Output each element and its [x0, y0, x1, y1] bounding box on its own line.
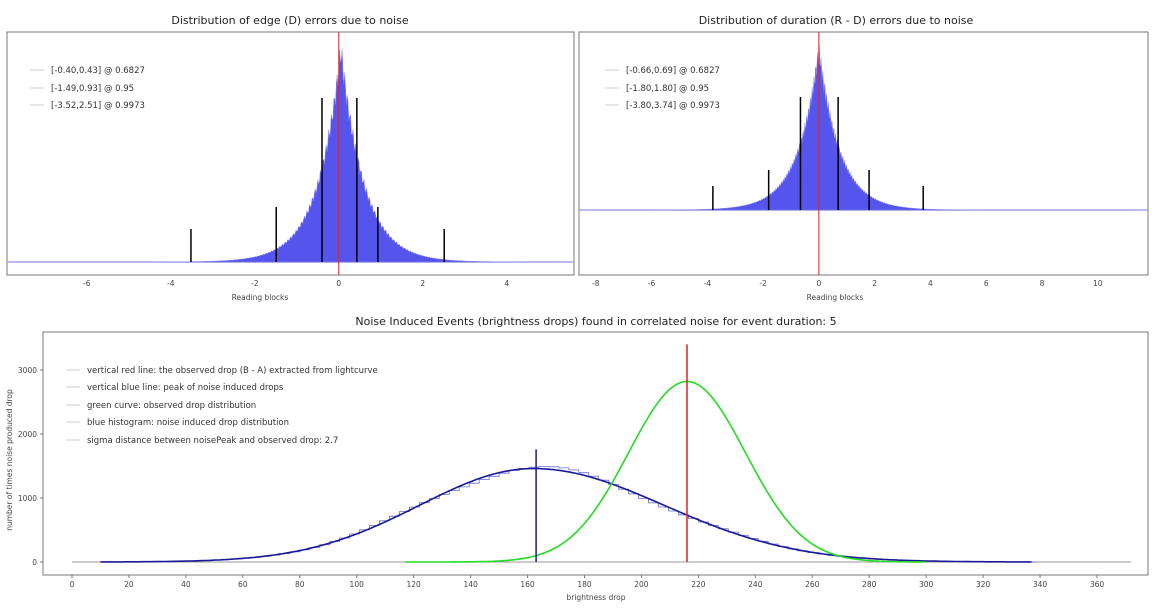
- x-tick-label: 280: [862, 580, 877, 589]
- plot-frame: [6, 31, 575, 276]
- x-tick-label: 160: [520, 580, 535, 589]
- x-tick-label: 220: [691, 580, 706, 589]
- x-tick-label: -6: [648, 279, 656, 288]
- duration-error-chart: Distribution of duration (R - D) errors …: [578, 14, 1149, 302]
- x-tick-label: 180: [577, 580, 592, 589]
- chart-title: Distribution of edge (D) errors due to n…: [171, 14, 408, 27]
- x-tick-label: -8: [592, 279, 600, 288]
- x-tick-label: 40: [181, 580, 191, 589]
- legend: vertical red line: the observed drop (B …: [66, 366, 378, 446]
- x-tick-label: 340: [1033, 580, 1048, 589]
- x-tick-label: 4: [928, 279, 933, 288]
- x-tick-label: -2: [251, 279, 259, 288]
- x-axis-label: brightness drop: [567, 593, 626, 602]
- legend-entry: green curve: observed drop distribution: [87, 401, 256, 411]
- histogram-bars: [579, 45, 1148, 211]
- legend-entry: [-3.52,2.51] @ 0.9973: [51, 101, 145, 111]
- legend-entry: blue histogram: noise induced drop distr…: [87, 418, 289, 428]
- x-tick-label: 360: [1090, 580, 1105, 589]
- x-tick-label: 240: [748, 580, 763, 589]
- x-tick-label: 0: [336, 279, 341, 288]
- x-tick-label: 20: [124, 580, 134, 589]
- edge-error-chart: Distribution of edge (D) errors due to n…: [6, 14, 575, 302]
- legend-entry: vertical blue line: peak of noise induce…: [87, 383, 284, 393]
- x-tick-label: 320: [976, 580, 991, 589]
- y-tick-label: 1000: [18, 494, 37, 503]
- histogram-bars: [7, 49, 574, 263]
- legend-entry: vertical red line: the observed drop (B …: [87, 366, 378, 376]
- x-tick-label: 0: [816, 279, 821, 288]
- y-tick-label: 3000: [18, 366, 37, 375]
- x-tick-label: 4: [504, 279, 509, 288]
- x-tick-label: 260: [805, 580, 820, 589]
- y-axis-label: number of times noise produced drop: [5, 389, 14, 531]
- x-tick-label: 2: [872, 279, 877, 288]
- x-tick-label: 140: [463, 580, 478, 589]
- plot-frame: [578, 31, 1149, 276]
- x-tick-label: -6: [83, 279, 91, 288]
- x-tick-label: -4: [167, 279, 175, 288]
- noise-events-chart: Noise Induced Events (brightness drops) …: [5, 315, 1149, 602]
- legend: [-0.66,0.69] @ 0.6827 [-1.80,1.80] @ 0.9…: [605, 66, 720, 111]
- legend-entry: [-0.66,0.69] @ 0.6827: [626, 66, 720, 76]
- x-tick-label: 80: [295, 580, 305, 589]
- chart-title: Distribution of duration (R - D) errors …: [699, 14, 974, 27]
- noise-fit-curve: [100, 467, 1032, 563]
- x-tick-label: 300: [919, 580, 934, 589]
- legend-entry: [-3.80,3.74] @ 0.9973: [626, 101, 720, 111]
- x-tick-label: 120: [407, 580, 422, 589]
- observed-drop-curve: [405, 380, 927, 563]
- x-tick-label: 0: [70, 580, 75, 589]
- legend-entry: [-1.49,0.93] @ 0.95: [51, 84, 134, 94]
- x-axis-label: Reading blocks: [232, 293, 289, 302]
- x-tick-label: 6: [984, 279, 989, 288]
- x-axis-label: Reading blocks: [807, 293, 864, 302]
- legend: [-0.40,0.43] @ 0.6827 [-1.49,0.93] @ 0.9…: [30, 66, 145, 111]
- legend-entry: [-0.40,0.43] @ 0.6827: [51, 66, 145, 76]
- x-tick-label: 8: [1040, 279, 1045, 288]
- x-tick-label: 100: [350, 580, 365, 589]
- chart-title: Noise Induced Events (brightness drops) …: [355, 315, 836, 328]
- plot-frame: [42, 331, 1149, 576]
- x-tick-label: 200: [634, 580, 649, 589]
- x-tick-label: 60: [238, 580, 248, 589]
- x-tick-label: 2: [420, 279, 425, 288]
- legend-entry: [-1.80,1.80] @ 0.95: [626, 84, 709, 94]
- y-tick-label: 2000: [18, 430, 37, 439]
- y-tick-label: 0: [32, 558, 37, 567]
- x-tick-label: -4: [704, 279, 712, 288]
- legend-entry: sigma distance between noisePeak and obs…: [87, 436, 338, 446]
- x-tick-label: -2: [759, 279, 767, 288]
- x-tick-label: 10: [1093, 279, 1103, 288]
